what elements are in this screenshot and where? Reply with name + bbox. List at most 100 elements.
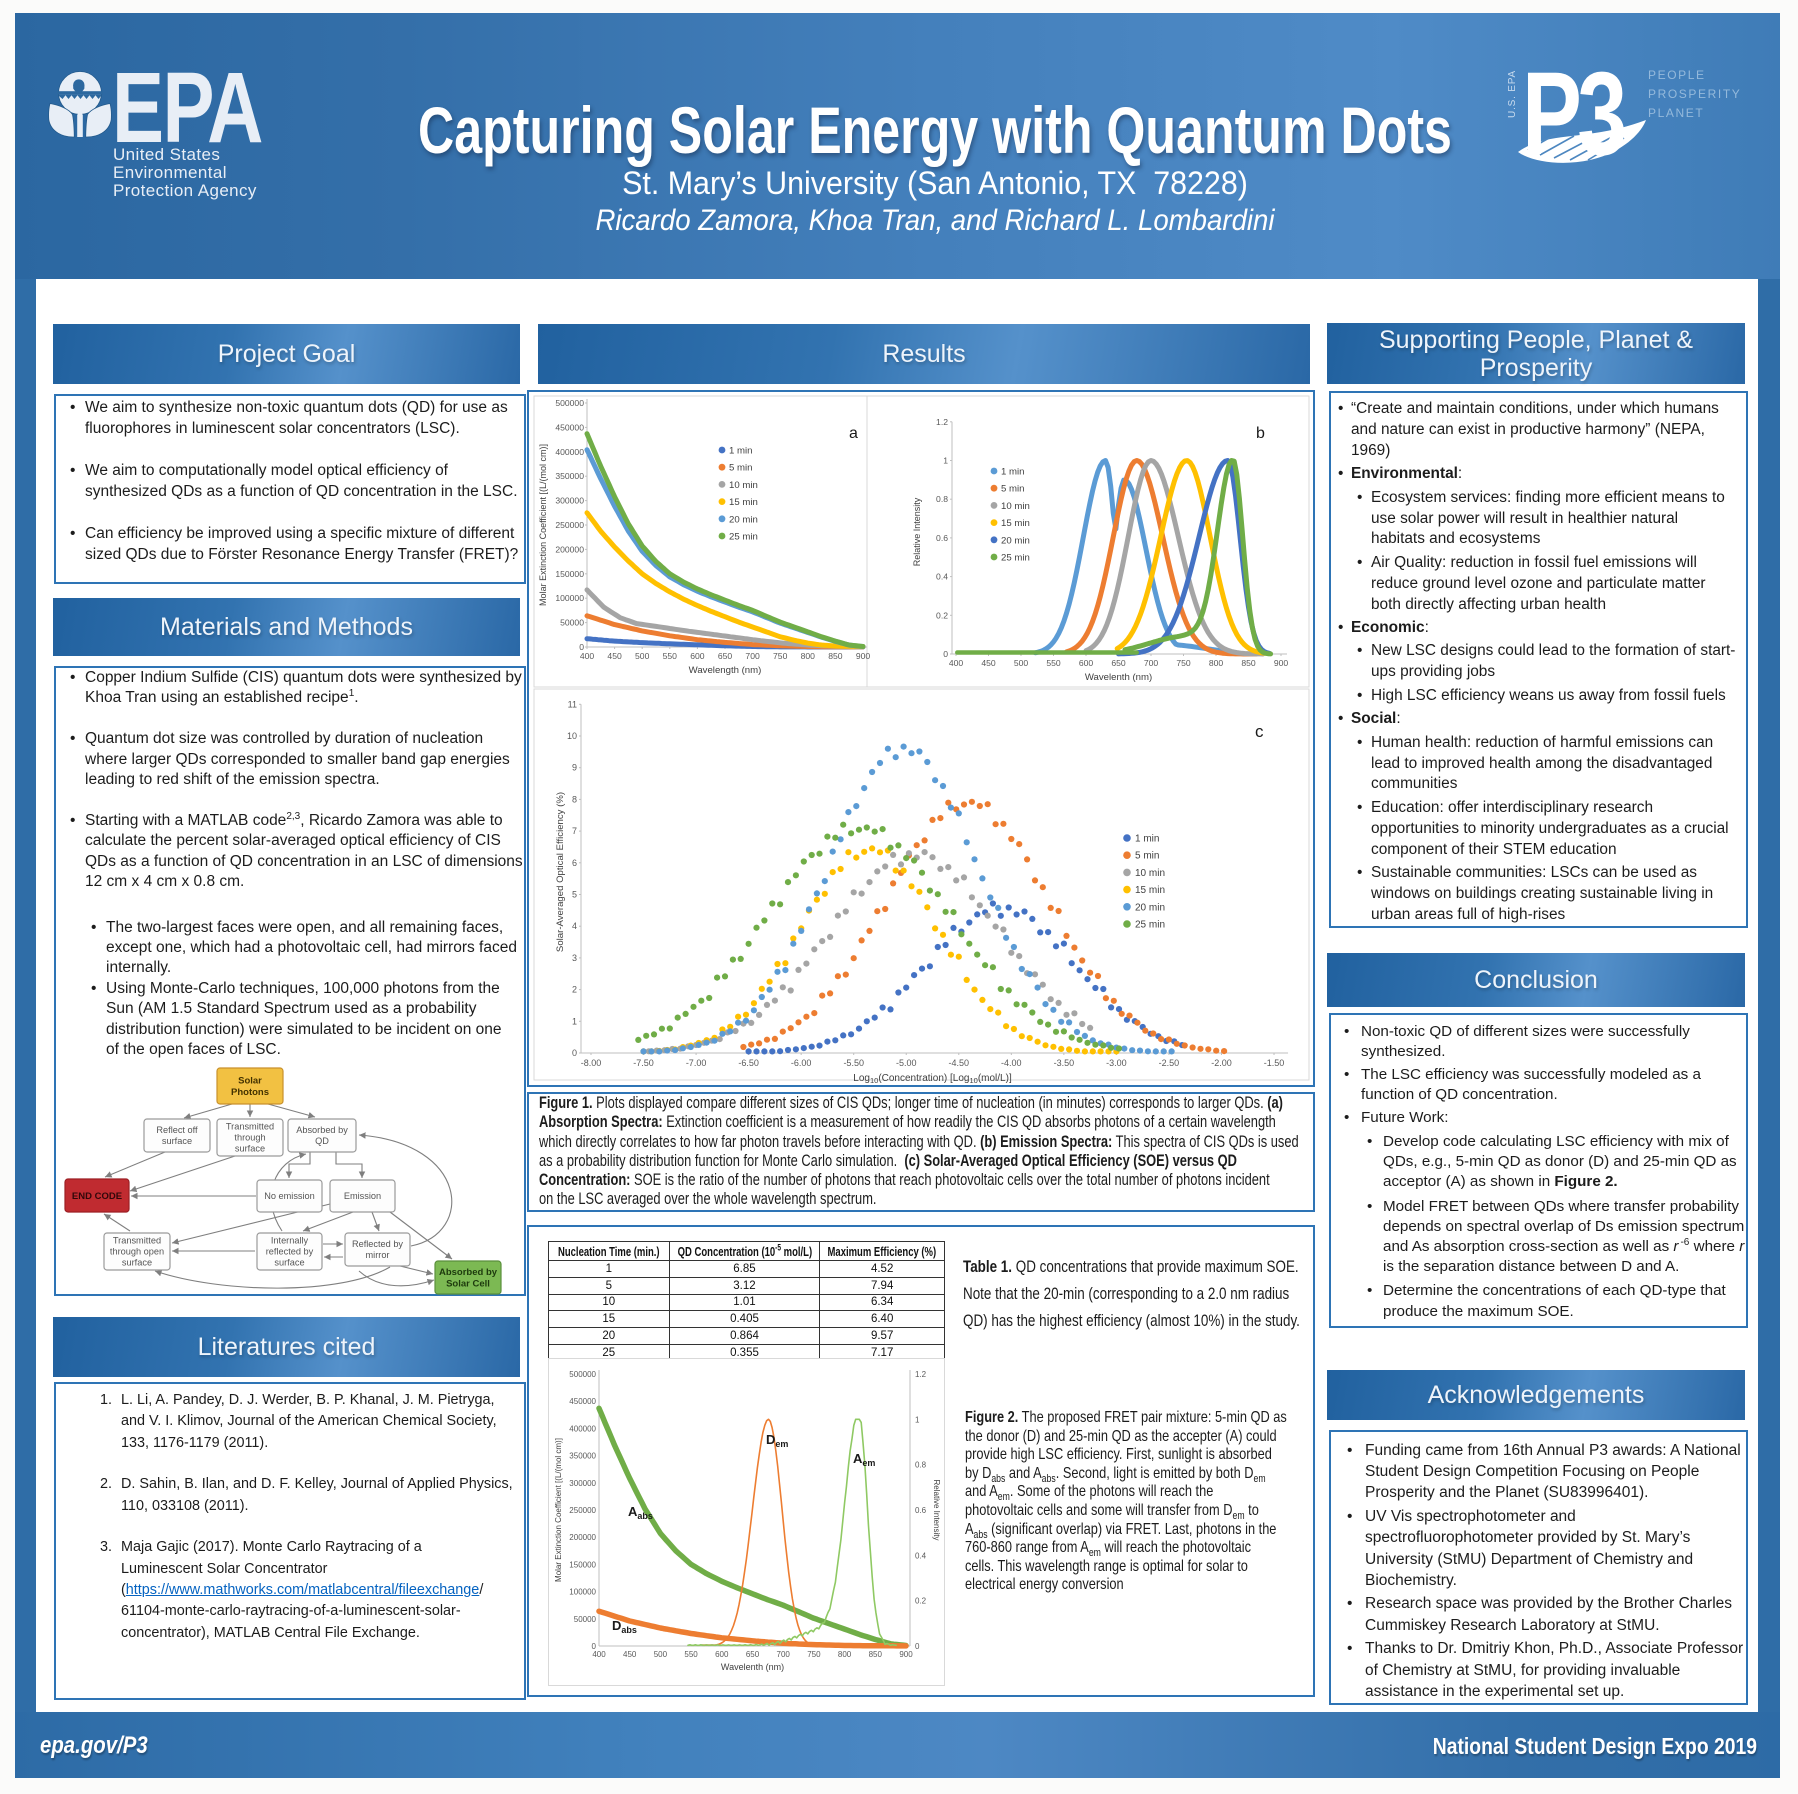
svg-text:450: 450 (981, 658, 996, 668)
svg-text:250000: 250000 (555, 520, 584, 530)
svg-text:Molar Extinction Coefficient [: Molar Extinction Coefficient [(L/(mol cm… (554, 1438, 563, 1582)
svg-text:a: a (849, 425, 858, 442)
svg-text:650: 650 (718, 651, 733, 661)
svg-text:0.6: 0.6 (936, 533, 948, 543)
svg-text:1 min: 1 min (1001, 467, 1024, 478)
svg-text:250000: 250000 (569, 1506, 596, 1515)
svg-text:Wavelenth (nm): Wavelenth (nm) (1085, 672, 1152, 683)
svg-text:0.8: 0.8 (936, 494, 948, 504)
svg-text:3: 3 (572, 953, 577, 963)
svg-text:9: 9 (572, 763, 577, 773)
svg-text:400: 400 (580, 651, 595, 661)
svg-text:25 min: 25 min (729, 532, 758, 543)
svg-text:-2.00: -2.00 (1211, 1058, 1232, 1068)
svg-text:500000: 500000 (555, 398, 584, 408)
svg-text:-2.50: -2.50 (1159, 1058, 1180, 1068)
svg-text:600: 600 (715, 1650, 729, 1659)
svg-text:400000: 400000 (569, 1424, 596, 1433)
svg-text:Solar Cell: Solar Cell (446, 1279, 490, 1290)
svg-text:Reflected by: Reflected by (352, 1239, 403, 1249)
svg-text:50000: 50000 (574, 1615, 597, 1624)
svg-text:surface: surface (235, 1144, 265, 1154)
svg-text:b: b (1256, 425, 1265, 442)
svg-text:550: 550 (663, 651, 678, 661)
svg-text:0: 0 (943, 649, 948, 659)
svg-text:350000: 350000 (555, 471, 584, 481)
svg-text:850: 850 (828, 651, 843, 661)
svg-text:200000: 200000 (555, 544, 584, 554)
svg-text:800: 800 (838, 1650, 852, 1659)
svg-text:11: 11 (568, 699, 577, 709)
svg-text:100000: 100000 (569, 1588, 596, 1597)
svg-text:1: 1 (943, 456, 948, 466)
svg-text:-5.50: -5.50 (843, 1058, 864, 1068)
svg-text:-7.00: -7.00 (686, 1058, 707, 1068)
svg-text:Transmitted: Transmitted (226, 1122, 274, 1132)
svg-text:750: 750 (1176, 658, 1191, 668)
svg-text:Log10(Concentration) [Log10(mo: Log10(Concentration) [Log10(mol/L)] (853, 1073, 1012, 1085)
svg-text:-6.50: -6.50 (738, 1058, 759, 1068)
svg-text:Relative Intensity: Relative Intensity (932, 1480, 941, 1541)
svg-text:-5.00: -5.00 (896, 1058, 917, 1068)
svg-text:Relative Intensity: Relative Intensity (912, 497, 922, 566)
svg-text:150000: 150000 (555, 569, 584, 579)
svg-text:800: 800 (1209, 658, 1224, 668)
svg-text:0.6: 0.6 (915, 1506, 927, 1515)
svg-text:5 min: 5 min (729, 463, 752, 474)
svg-text:-8.00: -8.00 (581, 1058, 602, 1068)
svg-text:8: 8 (572, 794, 577, 804)
svg-text:0.2: 0.2 (915, 1597, 927, 1606)
svg-text:1: 1 (572, 1016, 577, 1026)
svg-text:Absorbed by: Absorbed by (296, 1125, 348, 1135)
svg-text:Protection Agency: Protection Agency (113, 181, 257, 200)
svg-text:900: 900 (1274, 658, 1289, 668)
svg-text:mirror: mirror (366, 1250, 390, 1260)
svg-text:0: 0 (572, 1048, 577, 1058)
svg-text:20 min: 20 min (1135, 902, 1165, 913)
svg-text:c: c (1255, 722, 1264, 741)
svg-text:Transmitted: Transmitted (113, 1236, 161, 1246)
svg-text:900: 900 (899, 1650, 913, 1659)
svg-text:PLANET: PLANET (1648, 106, 1704, 120)
svg-text:15 min: 15 min (729, 497, 758, 508)
svg-text:10 min: 10 min (1001, 501, 1030, 512)
svg-text:-3.00: -3.00 (1106, 1058, 1127, 1068)
svg-text:surface: surface (274, 1258, 304, 1268)
svg-text:10: 10 (567, 731, 577, 741)
svg-text:U.S. EPA: U.S. EPA (1507, 70, 1518, 118)
svg-text:Emission: Emission (344, 1191, 381, 1201)
svg-text:700: 700 (745, 651, 760, 661)
svg-text:300000: 300000 (555, 496, 584, 506)
svg-text:0.4: 0.4 (936, 572, 948, 582)
svg-text:0: 0 (915, 1642, 920, 1651)
svg-text:700: 700 (777, 1650, 791, 1659)
svg-text:4: 4 (572, 921, 577, 931)
svg-text:900: 900 (856, 651, 871, 661)
svg-text:0.4: 0.4 (915, 1551, 927, 1560)
svg-text:0.2: 0.2 (936, 610, 948, 620)
svg-text:Wavelenth (nm): Wavelenth (nm) (721, 1662, 784, 1672)
svg-text:1.2: 1.2 (915, 1370, 927, 1379)
svg-text:700: 700 (1144, 658, 1159, 668)
svg-text:800: 800 (801, 651, 816, 661)
svg-text:0: 0 (592, 1642, 597, 1651)
svg-text:5 min: 5 min (1135, 851, 1159, 862)
svg-text:450000: 450000 (569, 1397, 596, 1406)
svg-text:5 min: 5 min (1001, 484, 1024, 495)
svg-text:150000: 150000 (569, 1560, 596, 1569)
svg-text:300000: 300000 (569, 1479, 596, 1488)
svg-text:-4.50: -4.50 (949, 1058, 970, 1068)
svg-text:6: 6 (572, 858, 577, 868)
svg-text:P3: P3 (1522, 58, 1624, 178)
svg-text:1 min: 1 min (729, 446, 752, 457)
svg-text:650: 650 (746, 1650, 760, 1659)
svg-text:400: 400 (949, 658, 964, 668)
svg-text:1 min: 1 min (1135, 834, 1159, 845)
svg-text:Solar: Solar (238, 1076, 262, 1087)
svg-text:PEOPLE: PEOPLE (1648, 68, 1706, 82)
svg-text:Internally: Internally (271, 1236, 309, 1246)
svg-text:Wavelength (nm): Wavelength (nm) (689, 665, 762, 676)
svg-text:0: 0 (579, 642, 584, 652)
svg-text:United States: United States (113, 145, 220, 164)
svg-text:100000: 100000 (555, 593, 584, 603)
